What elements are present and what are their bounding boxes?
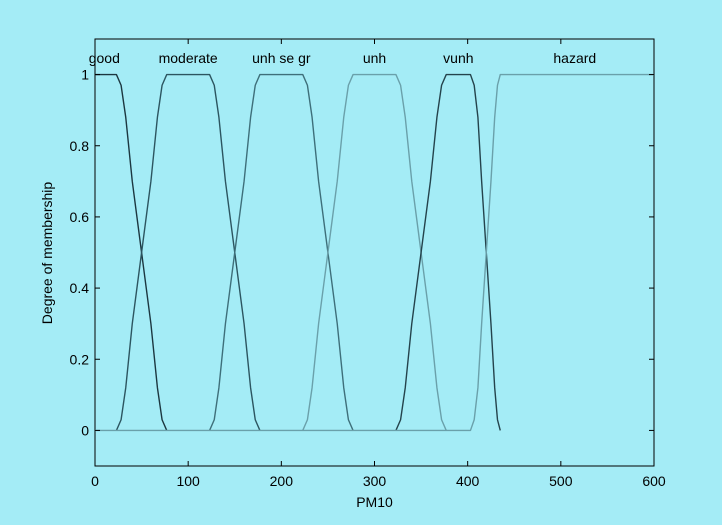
- x-tick-label: 100: [176, 473, 200, 489]
- x-tick-label: 500: [549, 473, 573, 489]
- mf-label-vunh: vunh: [443, 50, 473, 66]
- mf-label-unh: unh: [363, 50, 386, 66]
- mf-label-hazard: hazard: [553, 50, 596, 66]
- series-layer: [95, 73, 654, 432]
- x-tick-label: 600: [642, 473, 666, 489]
- x-tick-label: 200: [270, 473, 294, 489]
- x-tick-label: 400: [456, 473, 480, 489]
- series-line-moderate: [115, 73, 261, 431]
- y-tick-label: 0.6: [70, 209, 90, 225]
- y-tick-label: 0.8: [70, 138, 90, 154]
- y-tick-label: 0.2: [70, 351, 90, 367]
- series-line-unh-se-gr: [208, 73, 354, 431]
- series-line-hazard: [95, 73, 654, 432]
- series-line-unh: [302, 73, 447, 431]
- axis-layer: 0 100 200 300 400 500 600 0 0.2 0.4 0.6 0.8 1: [70, 39, 666, 489]
- mf-label-moderate: moderate: [159, 50, 218, 66]
- y-axis-label: Degree of membership: [39, 182, 55, 325]
- annotation-layer: good moderate unh se gr unh vunh hazard: [89, 50, 596, 66]
- y-tick-label: 0: [81, 422, 89, 438]
- y-tick-label: 0.4: [70, 280, 90, 296]
- series-line-good: [95, 73, 168, 431]
- x-tick-label: 300: [363, 473, 387, 489]
- series-line-vunh: [395, 73, 501, 431]
- plot-area: [94, 38, 655, 467]
- mf-label-unh-se-gr: unh se gr: [252, 50, 311, 66]
- mf-label-good: good: [89, 50, 120, 66]
- x-tick-label: 0: [91, 473, 99, 489]
- x-axis-label: PM10: [356, 494, 393, 510]
- y-tick-label: 1: [81, 67, 89, 83]
